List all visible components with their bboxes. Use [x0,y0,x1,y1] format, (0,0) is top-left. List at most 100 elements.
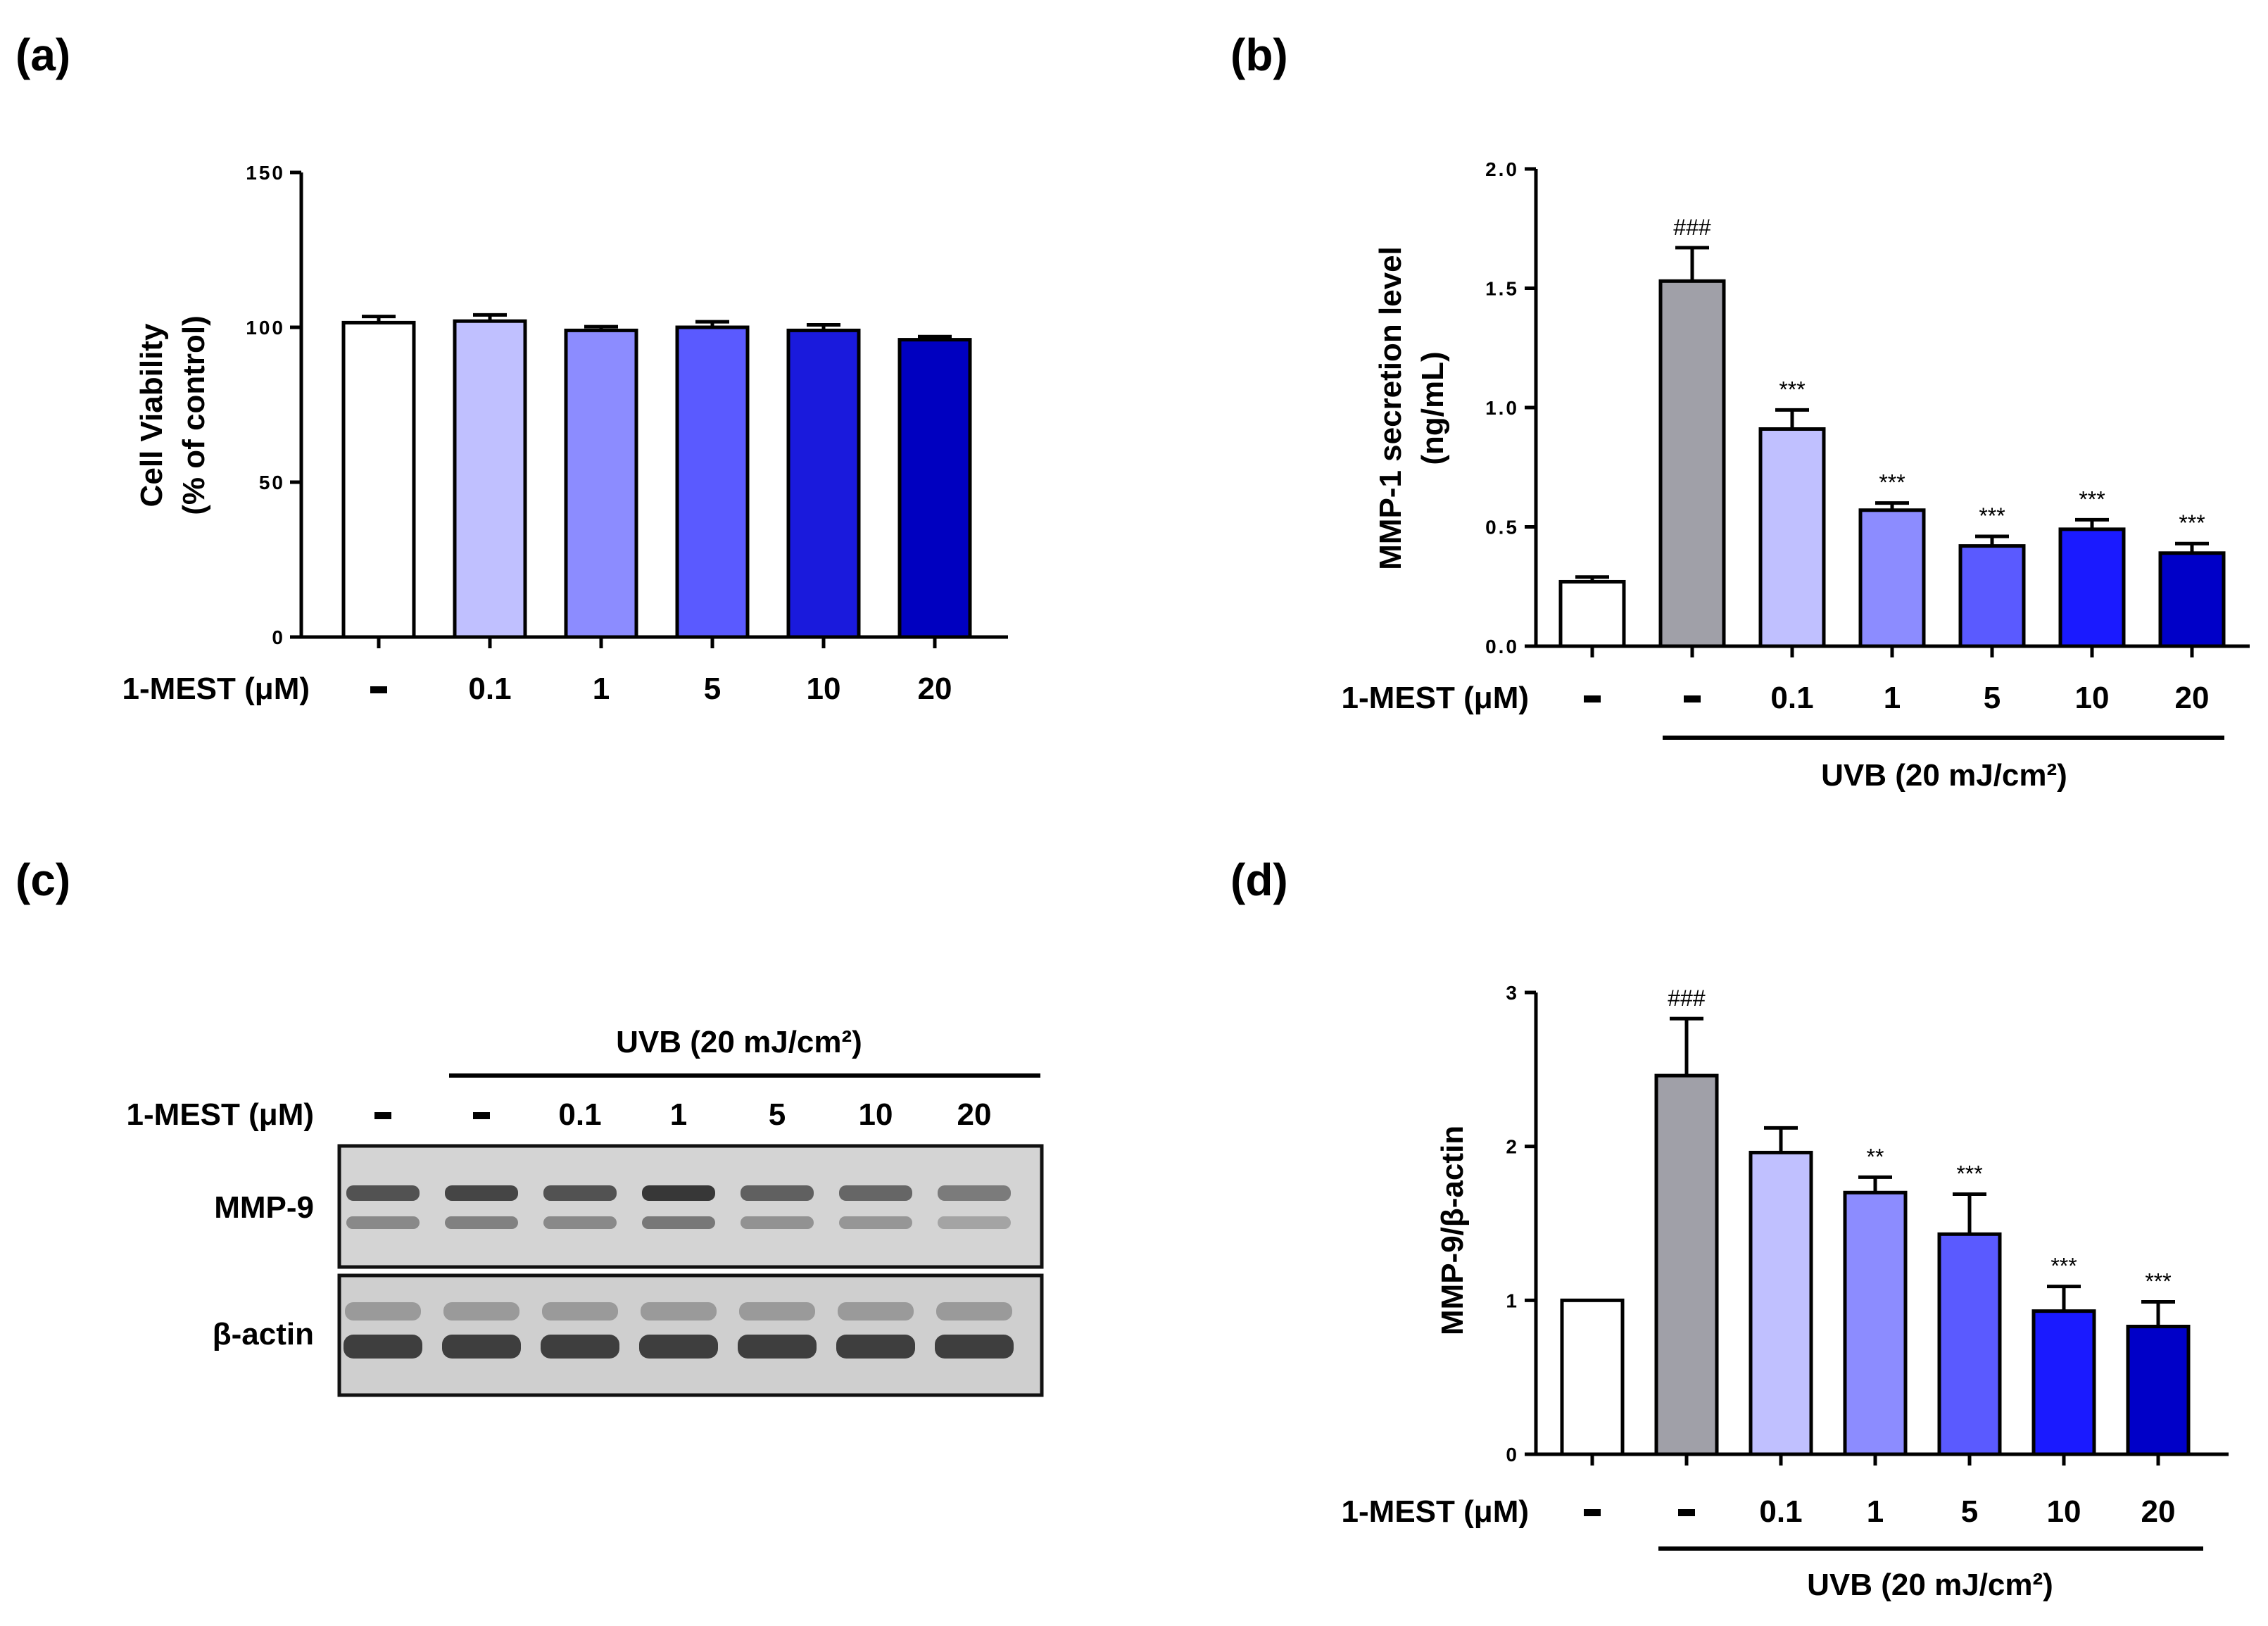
panel-label-b: (b) [1230,30,1288,80]
chart-a-ylabel-line2: (% of control) [177,315,211,515]
y-tick-label: 0 [1506,1444,1519,1466]
lane-label: 1 [670,1097,687,1132]
mmp9-band-upper [839,1185,912,1201]
actin-band-main [541,1335,619,1359]
bar [2126,1325,2191,1456]
chart-a-ylabel-line1: Cell Viability [134,323,169,507]
mmp9-band-upper [741,1185,814,1201]
y-tick-label: 0 [272,626,285,648]
category-label: 1 [1867,1494,1884,1529]
bar [341,320,416,639]
actin-band-main [639,1335,718,1359]
lane-dash [473,1112,490,1119]
panel-label-c: (c) [15,855,70,905]
y-tick-label: 1.0 [1485,397,1519,419]
bar [786,328,861,639]
category-label: 10 [2075,681,2110,715]
significance-label: *** [2179,510,2205,536]
significance-label: *** [1779,377,1805,402]
actin-band-upper [443,1302,519,1321]
y-tick-label: 100 [246,317,285,339]
significance-label: *** [1879,470,1905,496]
bar [1658,279,1726,648]
category-label: 20 [918,672,952,706]
bar [1958,544,2026,648]
category-label: 1 [593,672,610,706]
blot-band-label-actin: β-actin [213,1317,314,1351]
category-label: 5 [704,672,721,706]
category-dash [1584,695,1601,702]
significance-label: *** [2145,1269,2171,1294]
y-tick-label: 50 [259,472,285,493]
blot-band-label-mmp9: MMP-9 [214,1190,314,1225]
actin-band-main [836,1335,915,1359]
chart-b-ylabel-line1: MMP-1 secretion level [1373,246,1408,570]
actin-band-main [344,1335,422,1359]
significance-label: ### [1673,215,1711,240]
mmp9-band-upper [938,1185,1011,1201]
mmp9-band-upper [543,1185,617,1201]
y-tick-label: 3 [1506,982,1519,1004]
lane-label: 20 [957,1097,992,1132]
bar [897,338,972,639]
chart-b-uvb-label: UVB (20 mJ/cm²) [1821,758,2067,793]
chart-d-uvb-label: UVB (20 mJ/cm²) [1807,1568,2053,1602]
chart-d-ylabel-line1: MMP-9/β-actin [1435,1126,1470,1335]
category-label: 0.1 [1770,681,1813,715]
bar [1558,579,1626,648]
bar [564,328,638,639]
category-label: 10 [2047,1494,2081,1529]
actin-band-upper [345,1302,421,1321]
mmp9-band-upper [346,1185,420,1201]
bar [453,319,527,639]
mmp9-band-lower [445,1216,518,1229]
y-tick-label: 2.0 [1485,158,1519,180]
western-blot: UVB (20 mJ/cm²) 1-MEST (μM) MMP-9 β-acti… [127,1025,1044,1397]
chart-a: Cell Viability (% of control) 1-MEST (μM… [122,162,1008,706]
blot-uvb-label: UVB (20 mJ/cm²) [616,1025,862,1059]
category-dash [1684,695,1701,702]
category-dash [1584,1509,1601,1516]
chart-b-ylabel-line2: (ng/mL) [1416,351,1450,465]
blot-row-label: 1-MEST (μM) [127,1097,314,1132]
mmp9-band-lower [839,1216,912,1229]
panel-label-d: (d) [1230,855,1288,905]
actin-band-upper [641,1302,717,1321]
bar [1843,1190,1908,1456]
y-tick-label: 150 [246,162,285,184]
bar [1937,1232,2002,1456]
category-label: 20 [2141,1494,2176,1529]
y-tick-label: 2 [1506,1136,1519,1158]
blot-mmp9-frame [337,1144,1044,1269]
significance-label: ** [1867,1144,1884,1169]
actin-band-upper [936,1302,1012,1321]
y-tick-label: 0.0 [1485,636,1519,657]
chart-a-row-label: 1-MEST (μM) [122,672,310,706]
chart-b-row-label: 1-MEST (μM) [1342,681,1529,715]
mmp9-band-lower [741,1216,814,1229]
bar [1560,1298,1625,1456]
lane-dash [374,1112,391,1119]
bar [1749,1150,1813,1456]
actin-band-upper [838,1302,914,1321]
lane-label: 10 [859,1097,893,1132]
bar [1758,427,1826,648]
bar [1858,508,1926,648]
category-label: 0.1 [1759,1494,1802,1529]
chart-d: MMP-9/β-actin 1-MEST (μM) UVB (20 mJ/cm²… [1342,982,2229,1602]
chart-b: MMP-1 secretion level (ng/mL) 1-MEST (μM… [1342,158,2250,793]
mmp9-band-lower [543,1216,617,1229]
mmp9-band-upper [642,1185,715,1201]
bar [2031,1309,2096,1456]
category-dash [370,686,387,693]
actin-band-main [738,1335,817,1359]
lane-label: 5 [769,1097,786,1132]
bar [1654,1073,1719,1456]
bar [675,325,750,639]
category-dash [1678,1509,1695,1516]
lane-label: 0.1 [558,1097,601,1132]
category-label: 20 [2175,681,2210,715]
category-label: 10 [807,672,841,706]
chart-d-row-label: 1-MEST (μM) [1342,1494,1529,1529]
